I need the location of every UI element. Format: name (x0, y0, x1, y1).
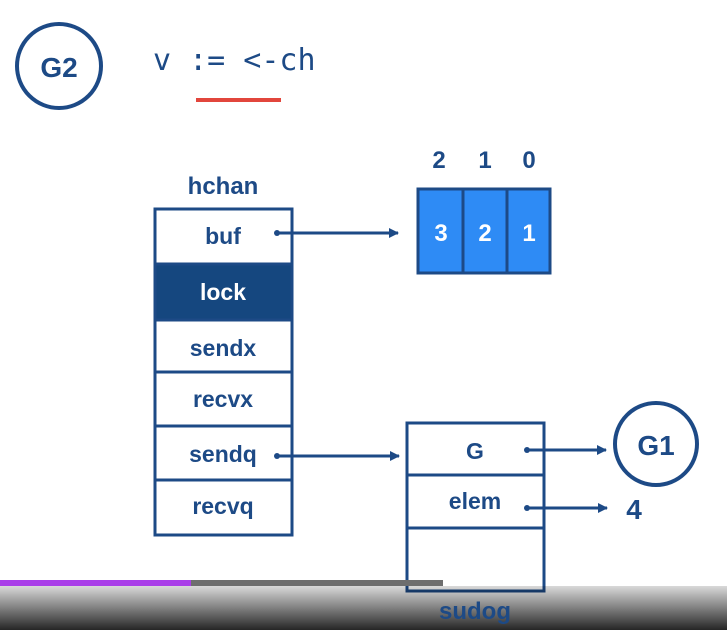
buffer-slot-value: 3 (434, 220, 447, 247)
video-controls-shade (0, 586, 727, 630)
buffer-index: 1 (478, 147, 491, 174)
goroutine-g1: G1 (613, 401, 699, 487)
elem-value: 4 (626, 494, 642, 525)
buffer-index: 2 (432, 147, 445, 174)
hchan-field-sendx: sendx (190, 335, 257, 361)
buffer-index: 0 (522, 147, 535, 174)
hchan-field-recvx: recvx (193, 386, 253, 412)
hchan-struct: buf lock sendx recvx sendq recvq (153, 207, 294, 537)
goroutine-g2-circle (15, 22, 103, 110)
hchan-lock-highlight (155, 264, 292, 320)
goroutine-g2: G2 (15, 22, 103, 110)
buffer-box (416, 187, 552, 275)
goroutine-g1-circle (613, 401, 699, 487)
buffer-slot-value: 2 (478, 220, 491, 247)
code-line: v := <-ch (153, 43, 316, 78)
sudog-field-elem: elem (449, 488, 501, 514)
goroutine-g1-label: G1 (637, 430, 674, 461)
hchan-field-sendq: sendq (189, 441, 257, 467)
video-progress-bar[interactable] (0, 580, 443, 586)
sudog-struct: G elem (405, 421, 546, 593)
video-progress-fill (0, 580, 191, 586)
hchan-field-buf: buf (205, 223, 241, 249)
sudog-field-g: G (466, 438, 484, 464)
sudog-title: sudog (439, 598, 511, 625)
ring-buffer: 2 1 0 3 2 1 (416, 147, 552, 275)
hchan-title: hchan (188, 173, 259, 200)
buffer-slot-value: 1 (522, 220, 535, 247)
goroutine-g2-label: G2 (40, 52, 77, 83)
hchan-field-lock: lock (200, 279, 246, 305)
sudog-title-layer: sudog (439, 598, 511, 625)
hchan-field-recvq: recvq (192, 493, 253, 519)
